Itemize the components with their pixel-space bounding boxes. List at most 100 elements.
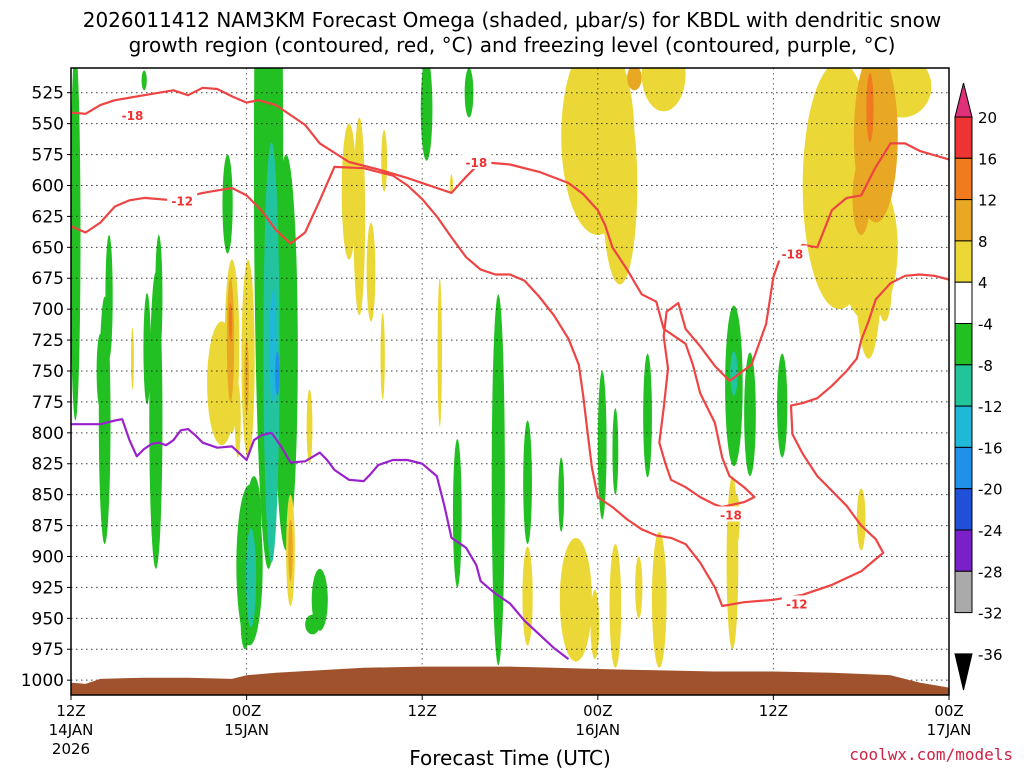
colorbar-segment xyxy=(954,488,973,531)
omega-region xyxy=(288,519,293,582)
colorbar-segment xyxy=(954,529,973,572)
colorbar-segment xyxy=(954,570,973,614)
x-tick-date: 17JAN xyxy=(927,721,972,739)
colorbar-label: -4 xyxy=(978,316,993,334)
y-tick-label: 750 xyxy=(32,362,64,382)
omega-region xyxy=(609,544,622,668)
colorbar-top-arrow xyxy=(954,82,973,118)
y-axis: 525 550 575 600 625 650 675 700 725 750 775 800 825 8… xyxy=(21,84,71,691)
credit-text: coolwx.com/models xyxy=(849,745,1013,764)
omega-region xyxy=(105,234,113,359)
omega-region xyxy=(234,383,241,458)
omega-region xyxy=(311,568,328,631)
colorbar-label: -24 xyxy=(978,522,1003,540)
omega-region xyxy=(71,68,81,421)
y-tick-label: 975 xyxy=(32,640,64,660)
contour-label-bg xyxy=(715,506,746,522)
x-tick-date: 15JAN xyxy=(224,721,269,739)
colorbar-label: -8 xyxy=(978,357,993,375)
colorbar-segment xyxy=(954,281,973,325)
plot-frame xyxy=(70,67,950,696)
x-tick-year: 2026 xyxy=(52,740,90,758)
y-tick-label: 525 xyxy=(32,84,64,104)
colorbar-label: 8 xyxy=(978,233,988,251)
omega-region xyxy=(730,351,738,396)
colorbar-segment xyxy=(954,405,973,448)
contour-lines xyxy=(71,86,949,660)
omega-region xyxy=(141,70,147,91)
colorbar-segment xyxy=(954,446,973,490)
y-tick-label: 575 xyxy=(32,146,64,166)
omega-region xyxy=(856,488,866,551)
colorbar-segment xyxy=(954,364,973,407)
contour-label-bg xyxy=(781,595,812,611)
omega-region xyxy=(559,537,592,662)
colorbar-label: -12 xyxy=(978,398,1003,416)
omega-region xyxy=(491,294,505,666)
y-tick-label: 800 xyxy=(32,424,64,444)
colorbar-segment xyxy=(954,323,973,366)
omega-region xyxy=(612,408,619,495)
contour-label: -18 xyxy=(465,156,487,170)
y-tick-label: 675 xyxy=(32,269,64,289)
y-tick-label: 875 xyxy=(32,517,64,537)
contour-label: -18 xyxy=(720,508,742,522)
colorbar-label: -20 xyxy=(978,481,1003,499)
y-tick-label: 1000 xyxy=(21,671,64,691)
x-tick-label: 12Z xyxy=(759,702,788,720)
colorbar-segment xyxy=(954,240,973,283)
omega-region xyxy=(245,528,257,627)
omega-region xyxy=(522,546,533,646)
omega-region xyxy=(96,333,104,409)
x-axis-label: Forecast Time (UTC) xyxy=(409,746,611,768)
omega-region xyxy=(228,302,233,341)
freezing-level-contour xyxy=(71,418,570,660)
omega-region xyxy=(240,599,250,650)
colorbar-label: 12 xyxy=(978,192,997,210)
omega-region xyxy=(597,370,607,520)
omega-region xyxy=(866,72,874,143)
omega-region xyxy=(450,174,453,195)
omega-region xyxy=(602,86,638,285)
contour-labels: -18 -12 -18 -18 -18 -12 xyxy=(117,106,812,611)
omega-region xyxy=(130,327,134,390)
omega-region xyxy=(155,234,163,359)
y-tick-label: 725 xyxy=(32,331,64,351)
omega-region xyxy=(305,614,320,635)
omega-region xyxy=(353,117,366,316)
omega-region xyxy=(341,123,357,260)
gridlines xyxy=(71,68,949,695)
x-tick-label: 00Z xyxy=(232,702,261,720)
x-tick-label: 00Z xyxy=(583,702,612,720)
chart-title: 2026011412 NAM3KM Forecast Omega (shaded… xyxy=(83,8,942,57)
contour-label-bg xyxy=(117,106,148,122)
y-tick-label: 775 xyxy=(32,393,64,413)
colorbar-segment xyxy=(954,116,973,159)
terrain-surface xyxy=(71,666,949,695)
x-tick-label: 12Z xyxy=(56,702,85,720)
x-tick-date: 14JAN xyxy=(49,721,94,739)
dgz-contour xyxy=(71,86,949,509)
omega-region xyxy=(635,556,643,619)
omega-region xyxy=(274,154,298,551)
omega-region xyxy=(380,312,385,400)
x-tick-label: 00Z xyxy=(934,702,963,720)
omega-region xyxy=(643,353,652,478)
x-tick-label: 12Z xyxy=(408,702,437,720)
y-tick-label: 850 xyxy=(32,486,64,506)
omega-region xyxy=(852,160,870,235)
omega-region xyxy=(306,389,313,464)
y-tick-label: 550 xyxy=(32,115,64,135)
contour-label: -12 xyxy=(786,597,808,611)
contour-label-bg xyxy=(461,153,492,169)
y-tick-label: 950 xyxy=(32,609,64,629)
colorbar-label: -28 xyxy=(978,563,1003,581)
colorbar-label: 16 xyxy=(978,150,997,168)
colorbar-label: 20 xyxy=(978,109,997,127)
colorbar-label: -36 xyxy=(978,646,1003,664)
colorbar-label: 4 xyxy=(978,274,988,292)
y-tick-label: 925 xyxy=(32,578,64,598)
x-tick-date: 16JAN xyxy=(575,721,620,739)
omega-region xyxy=(381,129,388,192)
